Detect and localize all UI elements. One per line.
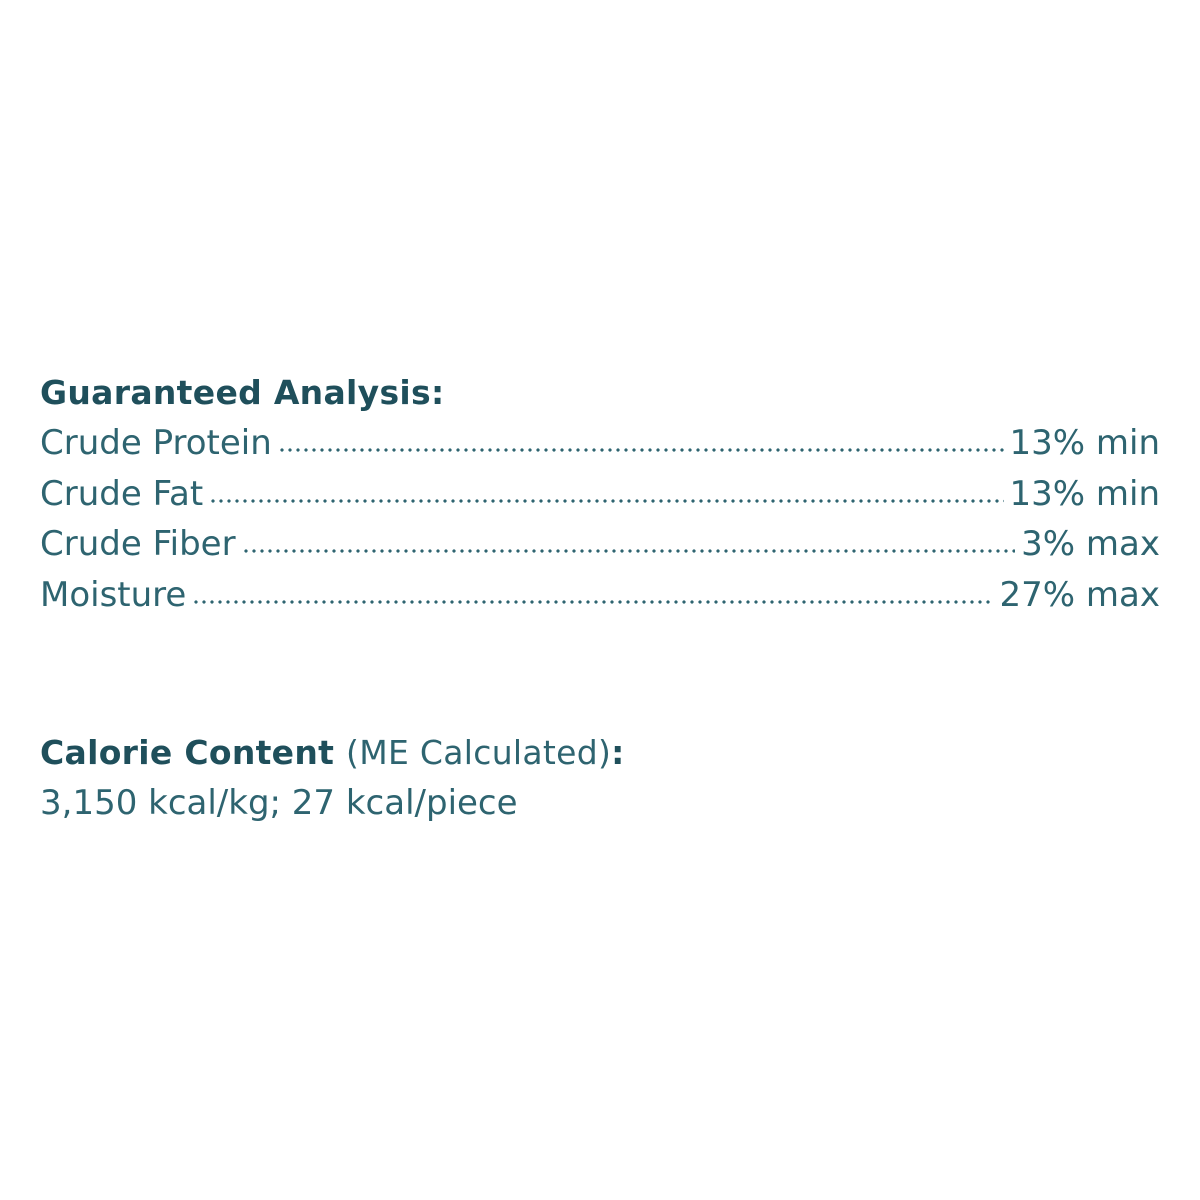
dot-leader bbox=[209, 498, 1004, 503]
analysis-value: 27% max bbox=[999, 574, 1160, 615]
analysis-row-moisture: Moisture 27% max bbox=[40, 570, 1160, 621]
dot-leader bbox=[192, 599, 994, 604]
analysis-row-crude-fat: Crude Fat 13% min bbox=[40, 469, 1160, 520]
analysis-label: Moisture bbox=[40, 574, 187, 615]
calorie-qualifier: (ME Calculated) bbox=[346, 733, 612, 772]
dot-leader bbox=[277, 448, 1004, 452]
analysis-value: 3% max bbox=[1021, 524, 1160, 564]
calorie-content-section: Calorie Content (ME Calculated): 3,150 k… bbox=[40, 728, 1160, 828]
dot-leader bbox=[241, 549, 1016, 553]
calorie-colon: : bbox=[611, 733, 625, 772]
analysis-row-crude-protein: Crude Protein 13% min bbox=[40, 418, 1160, 469]
guaranteed-analysis-title: Guaranteed Analysis: bbox=[40, 373, 445, 412]
analysis-row-crude-fiber: Crude Fiber 3% max bbox=[40, 519, 1160, 570]
analysis-value: 13% min bbox=[1009, 473, 1161, 514]
analysis-label: Crude Fat bbox=[40, 473, 204, 514]
calorie-content-title: Calorie Content (ME Calculated): bbox=[40, 728, 1160, 778]
analysis-label: Crude Protein bbox=[40, 423, 272, 463]
calorie-content-value: 3,150 kcal/kg; 27 kcal/piece bbox=[40, 783, 518, 823]
analysis-label: Crude Fiber bbox=[40, 524, 236, 564]
guaranteed-analysis-section: Guaranteed Analysis: Crude Protein 13% m… bbox=[40, 368, 1160, 620]
analysis-value: 13% min bbox=[1009, 423, 1161, 463]
calorie-title-text: Calorie Content bbox=[40, 733, 335, 772]
